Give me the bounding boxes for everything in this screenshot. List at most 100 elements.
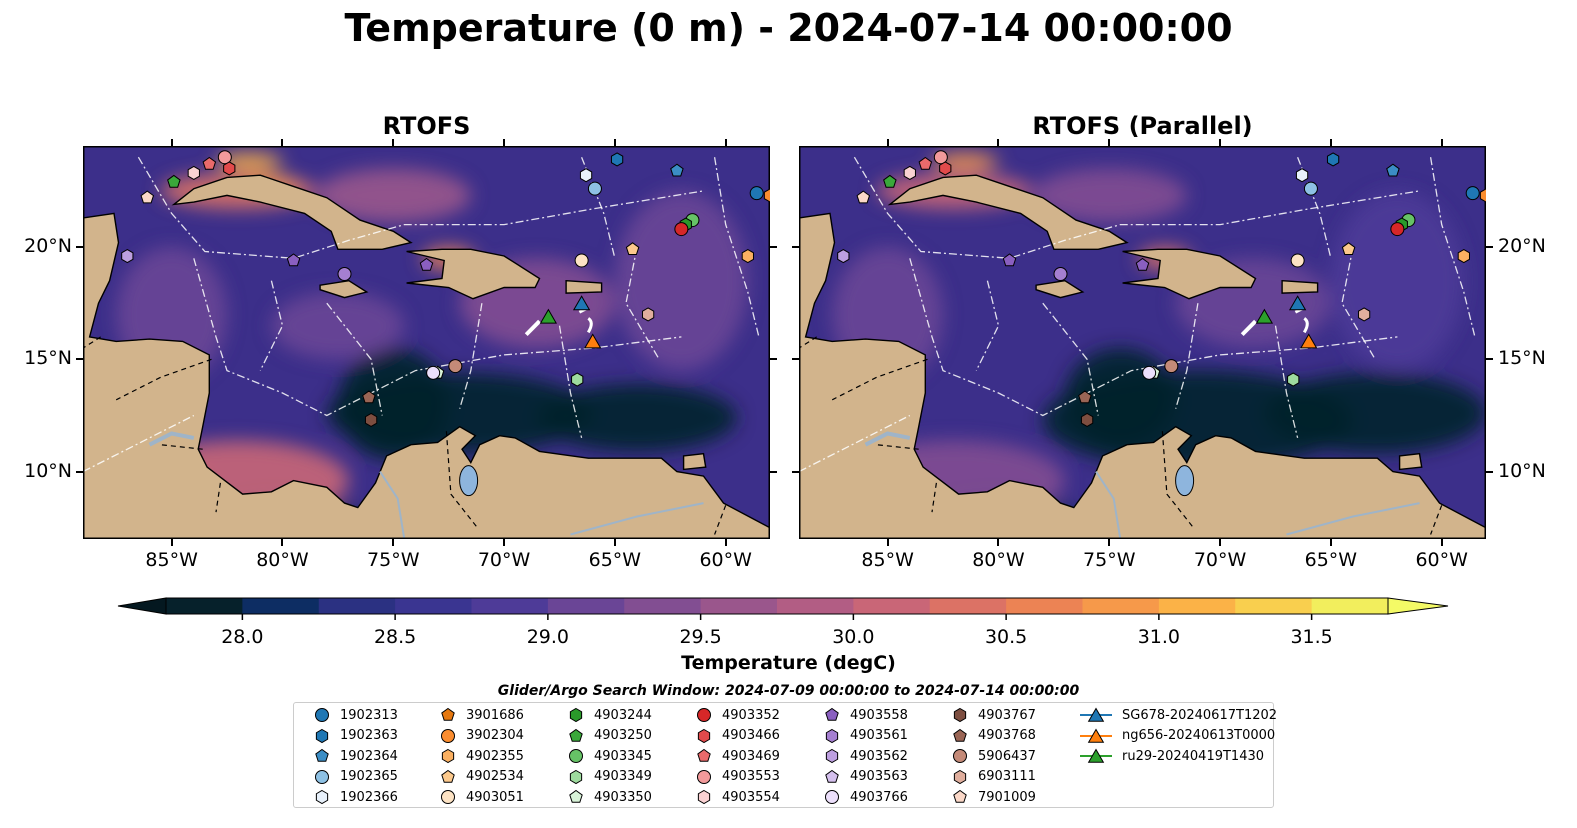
land-polygon xyxy=(406,248,541,300)
colorbar-tick-label: 29.0 xyxy=(527,626,569,646)
legend-label: 4903466 xyxy=(722,728,780,743)
marker-hexagon xyxy=(187,165,200,181)
legend-label: 5906437 xyxy=(978,748,1036,764)
marker-circle xyxy=(574,253,589,268)
legend-label: 3901686 xyxy=(466,707,524,723)
lake-maracaibo xyxy=(1175,465,1195,497)
colorbar-segment xyxy=(166,598,243,614)
land-polygon xyxy=(1122,248,1257,300)
country-border xyxy=(445,431,478,529)
country-border xyxy=(83,336,102,349)
legend-item: 1902364 xyxy=(312,746,398,766)
legend-marker-triangle xyxy=(1080,748,1112,763)
marker-pentagon xyxy=(202,156,217,170)
legend-symbol xyxy=(441,769,455,783)
lat-tick-label: 10°N xyxy=(24,459,72,482)
eez-boundary xyxy=(1429,157,1476,338)
legend-label: 4903345 xyxy=(594,748,652,764)
colorbar-segment xyxy=(853,598,931,614)
country-border xyxy=(799,336,818,349)
land-polygon xyxy=(799,212,1486,539)
legend-marker-pentagon xyxy=(825,707,839,721)
legend-symbol xyxy=(569,707,583,723)
legend-label: 4903469 xyxy=(722,748,780,764)
temperature-patch xyxy=(337,348,449,461)
legend-label: 4903554 xyxy=(722,789,780,805)
legend-marker-hexagon xyxy=(441,748,455,764)
tick-mark xyxy=(1329,539,1332,546)
tick-mark xyxy=(392,539,395,546)
legend-item: 1902313 xyxy=(312,705,398,725)
legend-marker-circle xyxy=(697,769,711,784)
legend-label: ng656-20240613T0000 xyxy=(1122,728,1276,743)
marker-hexagon xyxy=(1457,248,1470,264)
map-panel-rtofs[interactable] xyxy=(83,146,770,539)
marker-pentagon xyxy=(883,174,897,188)
glider-track xyxy=(1240,319,1257,337)
legend-symbol xyxy=(953,769,967,784)
legend-item: 4903469 xyxy=(694,746,780,766)
legend-marker-circle xyxy=(315,708,329,722)
tick-mark xyxy=(613,139,616,146)
temperature-patch xyxy=(1264,372,1486,454)
country-border xyxy=(1161,431,1194,529)
marker-hexagon xyxy=(1326,152,1340,167)
marker-hexagon xyxy=(121,248,134,264)
legend-label: 7901009 xyxy=(978,789,1036,805)
tick-mark xyxy=(76,470,83,473)
land-polygon xyxy=(1398,452,1423,471)
legend-marker-circle xyxy=(441,728,455,743)
legend-item: 4903561 xyxy=(822,726,908,746)
legend-item: 3902304 xyxy=(438,726,524,746)
glider-track xyxy=(524,319,541,337)
temperature-patch xyxy=(1330,190,1464,371)
map-panel-rtofs-parallel[interactable] xyxy=(799,146,1486,539)
tick-mark xyxy=(76,358,83,361)
lon-tick-label: 70°W xyxy=(477,549,531,571)
legend-marker-pentagon xyxy=(315,748,329,762)
colorbar-extend-low xyxy=(117,597,167,615)
marker-pentagon xyxy=(670,163,684,177)
colorbar-segment xyxy=(777,598,854,614)
legend-marker-hexagon xyxy=(569,707,583,723)
colorbar-tick-label: 29.5 xyxy=(679,626,721,646)
river-line xyxy=(1095,471,1122,539)
colorbar-segment xyxy=(242,598,320,614)
legend-label: 6903111 xyxy=(978,769,1036,784)
marker-hexagon xyxy=(763,188,770,203)
marker-triangle xyxy=(1300,333,1318,349)
eez-boundary xyxy=(1175,303,1199,409)
legend-label: 4903352 xyxy=(722,707,780,723)
marker-circle xyxy=(1390,222,1405,237)
legend-marker-pentagon xyxy=(441,707,455,721)
legend-symbol xyxy=(825,790,839,804)
legend-marker-pentagon xyxy=(953,728,967,742)
temperature-patch xyxy=(315,168,471,223)
tick-mark xyxy=(886,139,889,146)
tick-mark xyxy=(1108,539,1111,546)
land-polygon xyxy=(83,212,770,539)
tick-mark xyxy=(1219,139,1222,146)
marker-triangle xyxy=(584,333,602,349)
river-line xyxy=(570,502,704,536)
marker-hexagon xyxy=(1287,372,1300,387)
legend-symbol xyxy=(441,728,455,743)
legend-marker-hexagon xyxy=(953,769,967,784)
legend-symbol xyxy=(315,728,329,743)
tick-mark xyxy=(281,139,284,146)
lon-tick-label: 80°W xyxy=(972,549,1025,571)
tick-mark xyxy=(76,246,83,249)
legend-item: 4903554 xyxy=(694,787,780,807)
colorbar-segment xyxy=(471,598,549,614)
lon-tick-label: 85°W xyxy=(861,549,914,571)
tick-mark xyxy=(503,539,506,546)
legend-triangle xyxy=(1087,707,1105,722)
legend-marker-pentagon xyxy=(825,769,839,783)
colorbar: 28.0 28.5 29.0 29.5 30.0 30.5 31.0 31.5 xyxy=(117,597,1449,646)
legend-label: SG678-20240617T1202 xyxy=(1122,707,1278,723)
tick-mark xyxy=(1486,470,1493,473)
legend-marker-triangle xyxy=(1080,707,1112,722)
legend-item: 1902363 xyxy=(312,726,398,746)
marker-hexagon xyxy=(939,161,952,176)
lon-tick-label: 75°W xyxy=(1083,549,1136,571)
